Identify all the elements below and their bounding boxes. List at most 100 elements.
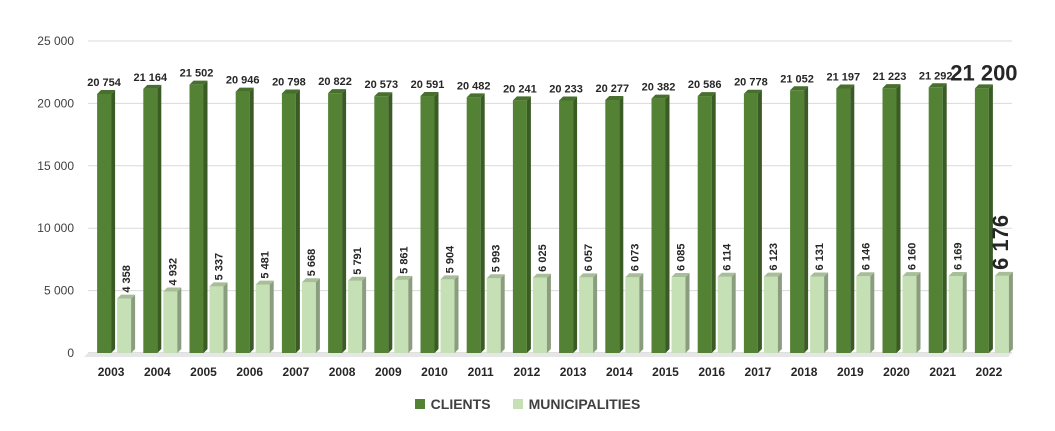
bar-top-clients (328, 89, 347, 94)
bar-municipalities (117, 298, 132, 353)
bar-clients (974, 88, 989, 353)
legend: CLIENTS MUNICIPALITIES (0, 396, 1055, 412)
legend-label-municipalities: MUNICIPALITIES (528, 396, 641, 412)
bar-municipalities (763, 276, 778, 353)
bar-side-municipalities (1008, 271, 1013, 353)
bar-top-municipalities (717, 272, 736, 277)
bar-municipalities (994, 275, 1009, 353)
data-label-clients: 21 223 (873, 71, 907, 83)
data-label-clients: 20 946 (226, 75, 260, 87)
data-label-municipalities: 6 160 (907, 243, 919, 271)
bar-municipalities (902, 276, 917, 353)
data-label-municipalities: 4 358 (121, 265, 133, 293)
bar-top-municipalities (810, 272, 829, 277)
bar-top-municipalities (255, 280, 274, 285)
bar-top-clients (836, 84, 855, 89)
bar-side-clients (619, 95, 624, 353)
bar-top-municipalities (532, 273, 551, 278)
bar-top-municipalities (902, 272, 921, 277)
bar-side-municipalities (962, 272, 967, 353)
data-label-municipalities: 6 176 (988, 215, 1013, 270)
bar-clients (743, 93, 758, 354)
y-tick-label: 0 (67, 346, 74, 360)
x-tick-label: 2016 (698, 365, 725, 379)
bar-top-municipalities (163, 287, 182, 292)
data-label-municipalities: 4 932 (167, 258, 179, 286)
bar-municipalities (163, 291, 178, 353)
bar-top-clients (189, 80, 208, 85)
bar-municipalities (532, 277, 547, 353)
data-label-clients: 20 798 (272, 76, 306, 88)
x-tick-label: 2005 (190, 365, 217, 379)
x-tick-label: 2004 (144, 365, 171, 379)
data-label-municipalities: 6 057 (583, 244, 595, 272)
bar-clients (328, 93, 343, 353)
bar-side-clients (804, 86, 809, 353)
data-label-clients: 21 292 (919, 70, 953, 82)
legend-label-clients: CLIENTS (430, 396, 491, 412)
bar-top-clients (974, 84, 993, 89)
bar-side-municipalities (870, 272, 875, 353)
bar-clients (605, 99, 620, 353)
data-label-clients: 20 233 (549, 83, 583, 95)
legend-swatch-clients (414, 399, 425, 409)
bar-clients (882, 88, 897, 353)
x-tick-label: 2018 (791, 365, 818, 379)
data-label-clients: 20 822 (318, 76, 352, 88)
bar-clients (281, 93, 296, 353)
bar-side-municipalities (131, 294, 136, 353)
bar-side-clients (573, 96, 578, 353)
bar-clients (651, 98, 666, 354)
bar-side-clients (480, 93, 485, 353)
bar-side-municipalities (177, 287, 182, 353)
bar-municipalities (209, 286, 224, 353)
x-tick-label: 2007 (283, 365, 310, 379)
data-label-municipalities: 5 668 (306, 249, 318, 277)
data-label-clients: 20 591 (411, 79, 445, 91)
bar-clients (697, 96, 712, 353)
data-label-municipalities: 5 861 (398, 246, 410, 274)
x-tick-label: 2008 (329, 365, 356, 379)
bar-top-clients (281, 89, 300, 94)
data-label-municipalities: 6 025 (537, 244, 549, 272)
bar-municipalities (348, 280, 363, 353)
data-label-municipalities: 5 337 (214, 253, 226, 281)
bar-top-municipalities (348, 276, 367, 281)
data-label-municipalities: 6 169 (953, 242, 965, 270)
bar-top-municipalities (117, 294, 136, 299)
bar-top-clients (790, 86, 809, 91)
bar-clients (235, 91, 250, 353)
bar-top-clients (882, 84, 901, 89)
bar-top-clients (559, 96, 578, 101)
bar-municipalities (671, 277, 686, 353)
x-tick-label: 2021 (929, 365, 956, 379)
bar-side-municipalities (639, 273, 644, 353)
bar-top-clients (651, 94, 670, 99)
data-label-municipalities: 5 993 (491, 245, 503, 273)
bar-top-municipalities (301, 278, 320, 283)
data-label-clients: 20 482 (457, 80, 491, 92)
bar-top-clients (143, 84, 162, 89)
data-label-clients: 21 200 (950, 60, 1017, 85)
bar-side-municipalities (362, 276, 367, 353)
bar-top-municipalities (579, 273, 598, 278)
bar-top-municipalities (209, 282, 228, 287)
bar-side-clients (757, 89, 762, 354)
bar-top-clients (466, 93, 485, 98)
bar-municipalities (579, 277, 594, 353)
data-label-clients: 21 197 (826, 71, 860, 83)
data-label-municipalities: 5 791 (352, 247, 364, 275)
data-label-municipalities: 5 904 (445, 245, 457, 273)
bar-side-clients (896, 84, 901, 353)
legend-item-clients: CLIENTS (414, 396, 491, 412)
bar-side-clients (157, 84, 162, 353)
bar-top-municipalities (671, 273, 690, 278)
bar-municipalities (440, 279, 455, 353)
bar-municipalities (856, 276, 871, 353)
bar-side-clients (111, 89, 116, 353)
chart-floor (84, 353, 1012, 357)
y-tick-label: 25 000 (37, 34, 74, 48)
bar-top-municipalities (994, 271, 1013, 276)
bar-side-municipalities (315, 278, 320, 353)
